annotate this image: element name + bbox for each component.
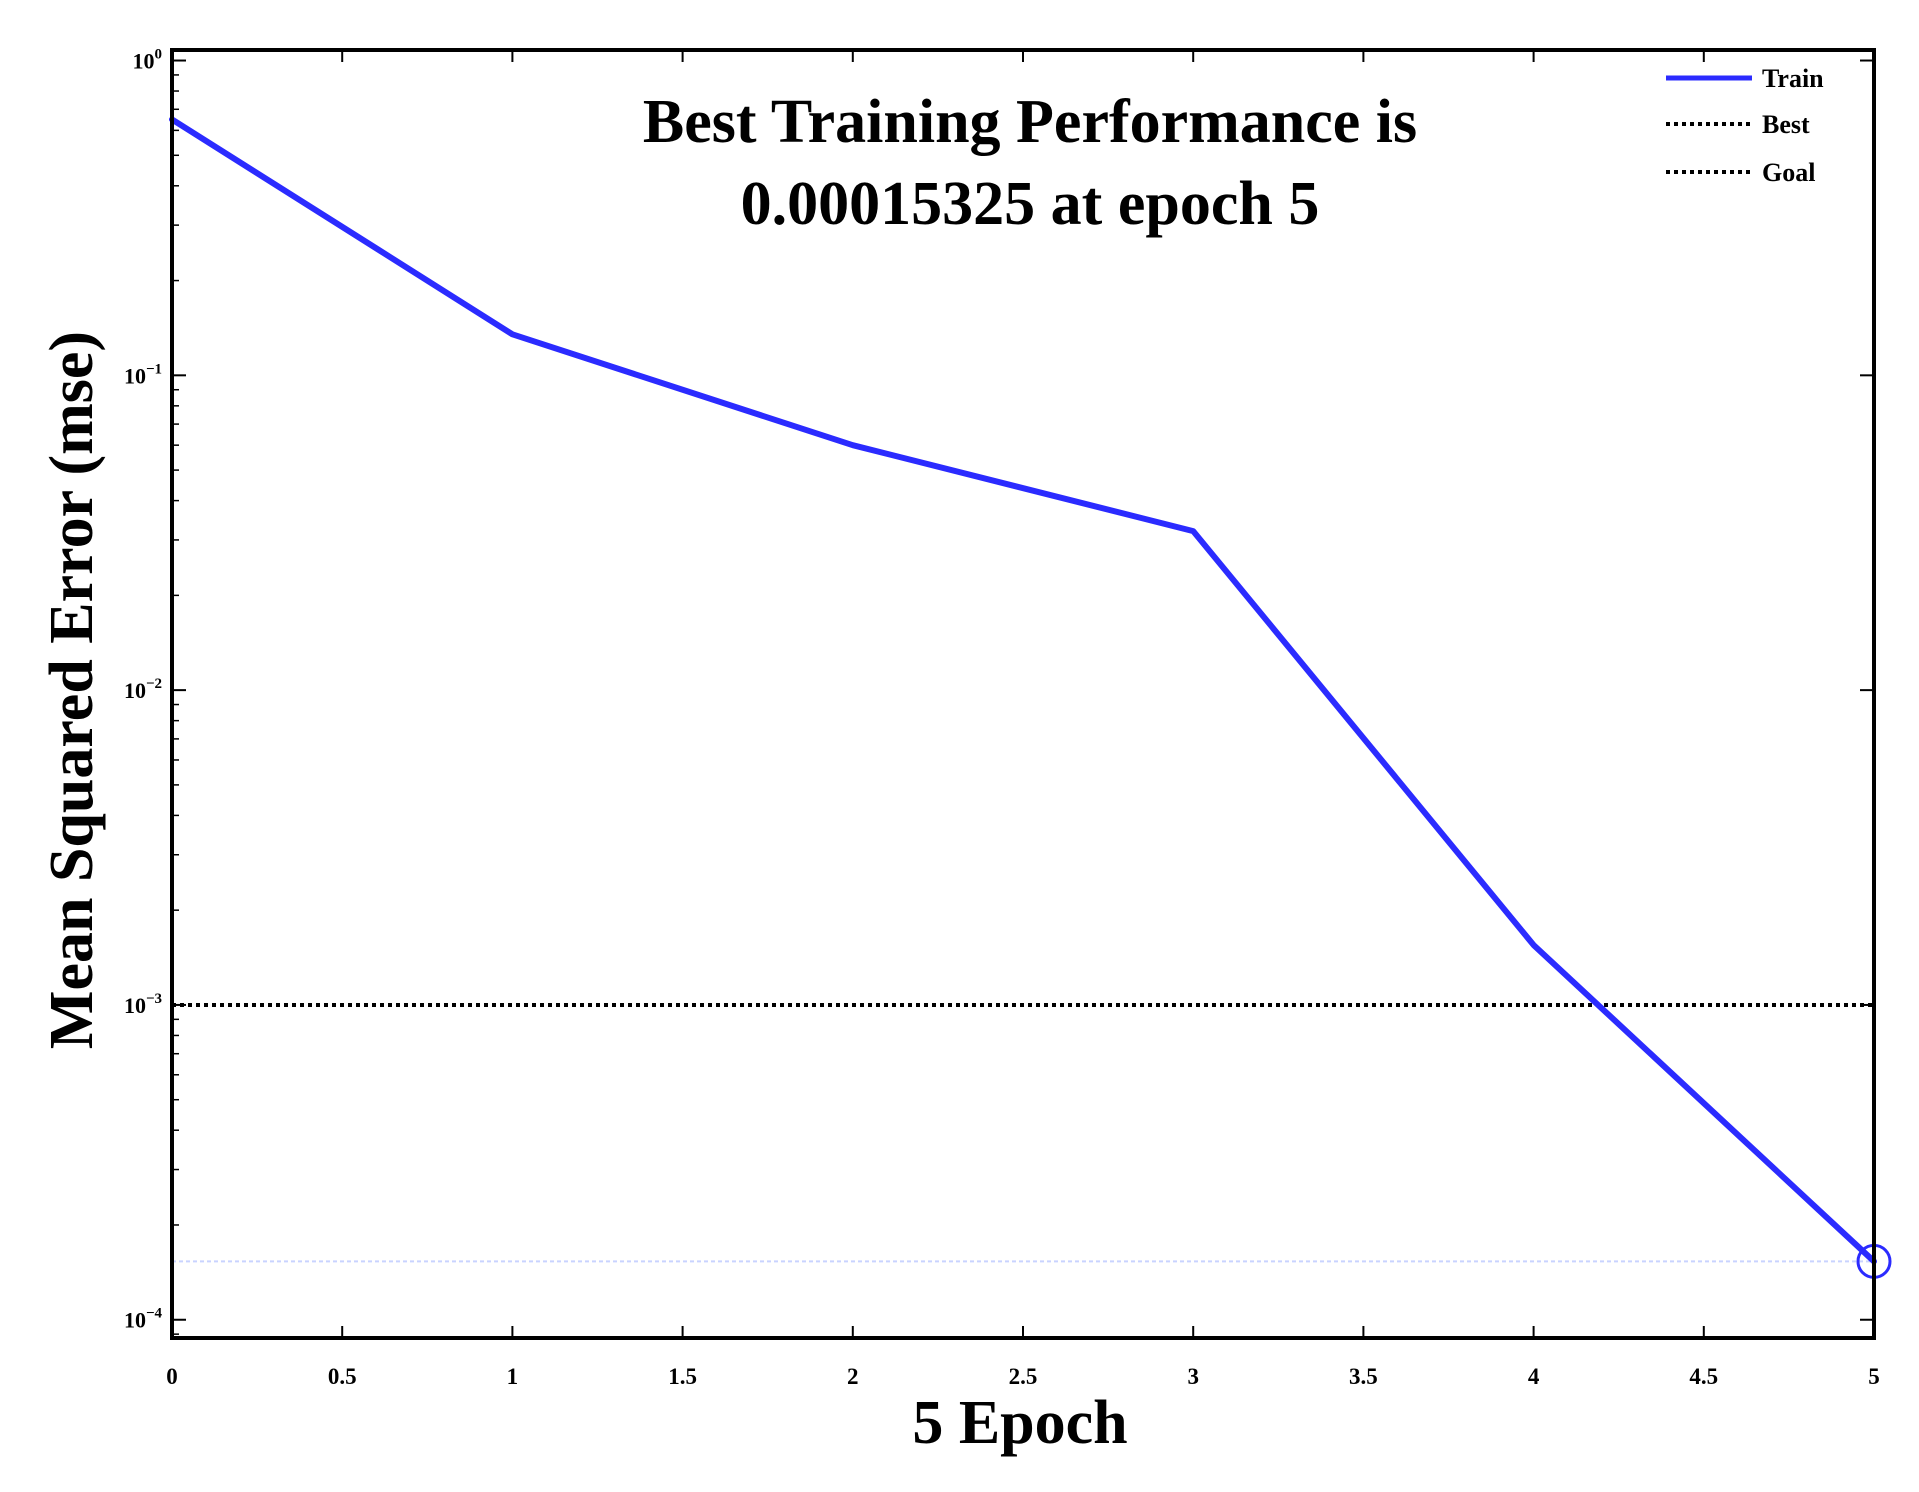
x-tick-label: 3.5 (1349, 1364, 1378, 1389)
x-tick-label: 0.5 (328, 1364, 357, 1389)
y-tick-label: 10−4 (124, 1306, 163, 1333)
x-axis-label: 5 Epoch (912, 1389, 1127, 1457)
x-tick-label: 4 (1528, 1364, 1540, 1389)
legend-label-goal: Goal (1762, 158, 1815, 187)
y-axis-label: Mean Squared Error (mse) (38, 331, 106, 1049)
y-tick-label: 10−2 (124, 676, 162, 703)
x-tick-label: 4.5 (1689, 1364, 1718, 1389)
x-tick-label: 1.5 (668, 1364, 697, 1389)
chart-title-line-2: 0.00015325 at epoch 5 (741, 170, 1320, 238)
x-tick-label: 0 (166, 1364, 178, 1389)
plot-area: 0 0.5 1 1.5 2 2.5 3 3.5 4 4.5 5 100 10−1 10−2 10−3 10−… (124, 47, 1892, 1389)
x-tick-label: 3 (1187, 1364, 1199, 1389)
y-tick-label: 10−3 (124, 991, 162, 1018)
axes-frame (170, 48, 1876, 1340)
legend-label-best: Best (1762, 110, 1810, 139)
x-tick-label: 1 (507, 1364, 519, 1389)
chart-title-line-1: Best Training Performance is (643, 88, 1417, 156)
y-tick-label: 10−1 (124, 361, 162, 388)
x-tick-label: 5 (1868, 1364, 1880, 1389)
train-series-line (169, 116, 1877, 1265)
legend: Train Best Goal (1666, 64, 1824, 187)
legend-label-train: Train (1762, 64, 1824, 93)
x-tick-label: 2 (847, 1364, 859, 1389)
x-tick-label: 2.5 (1009, 1364, 1038, 1389)
y-tick-label: 100 (133, 47, 163, 74)
